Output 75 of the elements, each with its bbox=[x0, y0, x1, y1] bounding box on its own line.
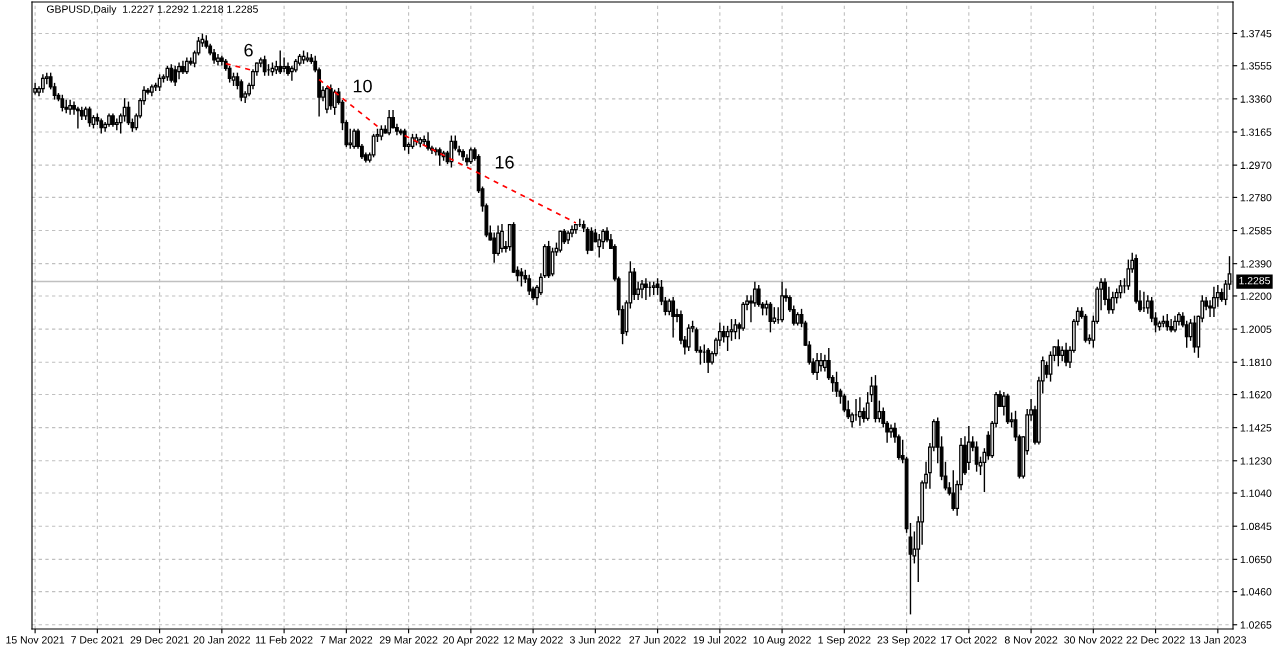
x-tick-label: 10 Aug 2022 bbox=[753, 636, 811, 646]
x-tick-label: 29 Dec 2021 bbox=[130, 636, 189, 644]
y-tick-label: 1.1620 bbox=[1240, 391, 1272, 399]
candlestick bbox=[122, 98, 127, 122]
candlestick bbox=[352, 128, 357, 149]
y-tick-label: 1.2390 bbox=[1240, 260, 1272, 268]
y-tick-label: 1.3555 bbox=[1240, 62, 1272, 70]
x-tick-label: 20 Jan 2022 bbox=[193, 636, 251, 644]
candlestick bbox=[216, 53, 220, 66]
x-tick-label: 12 May 2022 bbox=[503, 636, 563, 646]
candlestick bbox=[819, 353, 823, 372]
candlestick bbox=[371, 133, 376, 158]
x-tick-label: 3 Jun 2022 bbox=[569, 636, 621, 644]
y-tick-label: 1.1230 bbox=[1240, 457, 1272, 465]
candlestick bbox=[729, 319, 734, 341]
y-tick-label: 1.2970 bbox=[1240, 161, 1272, 169]
candlestick bbox=[780, 281, 784, 323]
y-tick-label: 1.2005 bbox=[1240, 325, 1272, 333]
y-tick-label: 1.1040 bbox=[1240, 489, 1272, 497]
x-tick-label: 29 Mar 2022 bbox=[379, 636, 438, 644]
x-tick-label: 27 Jun 2022 bbox=[629, 636, 686, 644]
x-tick-label: 1 Sep 2022 bbox=[818, 636, 871, 646]
y-tick-label: 1.1810 bbox=[1240, 358, 1272, 367]
x-tick-label: 22 Dec 2022 bbox=[1126, 636, 1185, 644]
candlestick bbox=[278, 50, 283, 75]
x-tick-label: 11 Feb 2022 bbox=[256, 635, 313, 644]
candlestick bbox=[1212, 286, 1216, 318]
y-tick-label: 1.0265 bbox=[1240, 621, 1272, 629]
series-label: 16 bbox=[495, 155, 514, 169]
y-tick-label: 1.3360 bbox=[1240, 95, 1272, 103]
y-tick-label: 1.0845 bbox=[1240, 522, 1272, 531]
candlestick bbox=[632, 268, 637, 301]
y-tick-label: 1.0650 bbox=[1240, 555, 1272, 564]
x-tick-label: 17 Oct 2022 bbox=[941, 636, 997, 644]
x-tick-label: 23 Sep 2022 bbox=[877, 636, 936, 646]
candlestick bbox=[951, 470, 956, 511]
candlestick bbox=[75, 106, 80, 129]
y-tick-label: 1.3165 bbox=[1240, 128, 1272, 136]
candlestick bbox=[173, 65, 178, 86]
y-tick-label: 1.2200 bbox=[1240, 292, 1272, 300]
candlestick bbox=[889, 424, 893, 438]
x-tick-label: 8 Nov 2022 bbox=[1004, 636, 1058, 644]
candlestick bbox=[974, 441, 979, 472]
candlestick bbox=[1208, 300, 1212, 318]
y-tick-label: 1.2585 bbox=[1240, 227, 1272, 235]
series-label: 6 bbox=[244, 43, 253, 57]
chart-title: GBPUSD,Daily 1.2227 1.2292 1.2218 1.2285 bbox=[46, 5, 258, 15]
candlestick bbox=[332, 89, 337, 115]
y-tick-label: 1.0460 bbox=[1240, 588, 1272, 596]
y-tick-label: 1.1425 bbox=[1240, 424, 1272, 432]
x-tick-label: 20 Apr 2022 bbox=[443, 636, 499, 646]
candlestick bbox=[500, 223, 504, 253]
series-label: 10 bbox=[353, 79, 372, 93]
candlestick bbox=[492, 232, 497, 263]
candlestick bbox=[1126, 259, 1131, 290]
x-tick-label: 7 Dec 2021 bbox=[71, 636, 124, 644]
x-tick-label: 15 Nov 2021 bbox=[6, 636, 65, 644]
candlestick bbox=[815, 353, 820, 380]
x-tick-label: 19 Jul 2022 bbox=[693, 635, 747, 644]
candlestick bbox=[640, 279, 644, 299]
candlestick bbox=[1064, 342, 1069, 367]
candlestick bbox=[857, 397, 862, 426]
y-tick-label: 1.3745 bbox=[1240, 29, 1272, 38]
candlestick bbox=[671, 296, 676, 338]
y-tick-label: 1.2780 bbox=[1240, 193, 1272, 202]
x-tick-label: 13 Jan 2023 bbox=[1189, 636, 1247, 644]
x-tick-label: 7 Mar 2022 bbox=[320, 636, 373, 644]
ref-line-label: 1.2285 bbox=[1239, 276, 1270, 285]
candlestick bbox=[426, 132, 430, 151]
candlestick bbox=[68, 99, 73, 115]
candlestick bbox=[644, 278, 648, 301]
x-tick-label: 30 Nov 2022 bbox=[1064, 636, 1123, 644]
candlestick bbox=[1110, 291, 1115, 314]
candlestick bbox=[686, 324, 691, 352]
candlestick bbox=[282, 57, 287, 73]
